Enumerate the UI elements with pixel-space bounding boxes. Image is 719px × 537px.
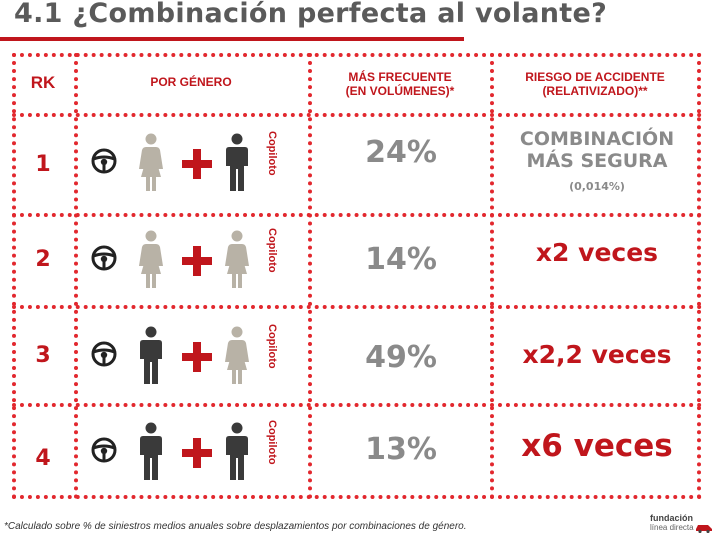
plus-icon (182, 149, 212, 179)
grid-line (12, 403, 702, 407)
grid-line (12, 495, 702, 499)
frequency-value-2: 14% (365, 242, 437, 277)
risk-value-1: COMBINACIÓN MÁS SEGURA (0,014%) (497, 128, 697, 198)
frequency-header-line1: MÁS FRECUENTE (348, 70, 452, 84)
steering-wheel-icon (91, 341, 117, 367)
steering-wheel-icon (91, 437, 117, 463)
risk-safe-line2: MÁS SEGURA (526, 150, 668, 172)
woman-icon (139, 133, 163, 191)
man-icon (226, 133, 248, 191)
grid-line (12, 213, 702, 217)
grid-line (490, 53, 494, 499)
steering-wheel-icon (91, 148, 117, 174)
man-icon (226, 422, 248, 480)
rank-2: 2 (35, 247, 51, 272)
copilot-label: Copiloto (266, 228, 278, 273)
man-icon (140, 326, 162, 384)
frequency-value-4: 13% (365, 432, 437, 467)
risk-value-2: x2 veces (535, 238, 659, 267)
copilot-label: Copiloto (266, 420, 278, 465)
grid-line (12, 53, 702, 57)
grid-line (74, 53, 78, 499)
risk-header: RIESGO DE ACCIDENTE (RELATIVIZADO)** (497, 70, 693, 98)
risk-header-line1: RIESGO DE ACCIDENTE (525, 70, 665, 84)
grid-line (12, 53, 16, 499)
risk-safe-line1: COMBINACIÓN (519, 128, 675, 150)
foundation-logo: fundación línea directa (644, 513, 714, 535)
rank-3: 3 (35, 343, 51, 368)
copilot-label: Copiloto (266, 324, 278, 369)
grid-line (12, 113, 702, 117)
frequency-header-line2: (EN VOLÚMENES)* (345, 84, 455, 98)
risk-value-4: x6 veces (521, 428, 673, 464)
gender-combo-4: Copiloto (86, 414, 310, 494)
risk-value-3: x2,2 veces (522, 340, 672, 369)
steering-wheel-icon (91, 245, 117, 271)
plus-icon (182, 342, 212, 372)
man-icon (140, 422, 162, 480)
rank-1: 1 (35, 152, 51, 177)
rank-header: RK (30, 73, 56, 92)
gender-combo-3: Copiloto (86, 318, 310, 398)
woman-icon (139, 230, 163, 288)
gender-combo-1: Copiloto (86, 125, 310, 205)
title-underline (0, 37, 464, 41)
gender-header: POR GÉNERO (150, 75, 232, 89)
page-title: 4.1 ¿Combinación perfecta al volante? (14, 0, 608, 29)
car-icon (696, 525, 712, 533)
copilot-label: Copiloto (266, 131, 278, 176)
logo-line1: fundación (650, 513, 693, 523)
risk-header-line2: (RELATIVIZADO)** (542, 84, 648, 98)
risk-safe-percent: (0,014%) (569, 180, 625, 193)
footnote: *Calculado sobre % de siniestros medios … (4, 521, 467, 532)
gender-combo-2: Copiloto (86, 222, 310, 302)
woman-icon (225, 326, 249, 384)
plus-icon (182, 246, 212, 276)
logo-line2: línea directa (650, 523, 694, 532)
plus-icon (182, 438, 212, 468)
frequency-value-1: 24% (365, 135, 437, 170)
frequency-value-3: 49% (365, 340, 437, 375)
frequency-header: MÁS FRECUENTE (EN VOLÚMENES)* (314, 70, 486, 98)
woman-icon (225, 230, 249, 288)
grid-line (12, 305, 702, 309)
grid-line (697, 53, 701, 499)
rank-4: 4 (35, 446, 51, 471)
